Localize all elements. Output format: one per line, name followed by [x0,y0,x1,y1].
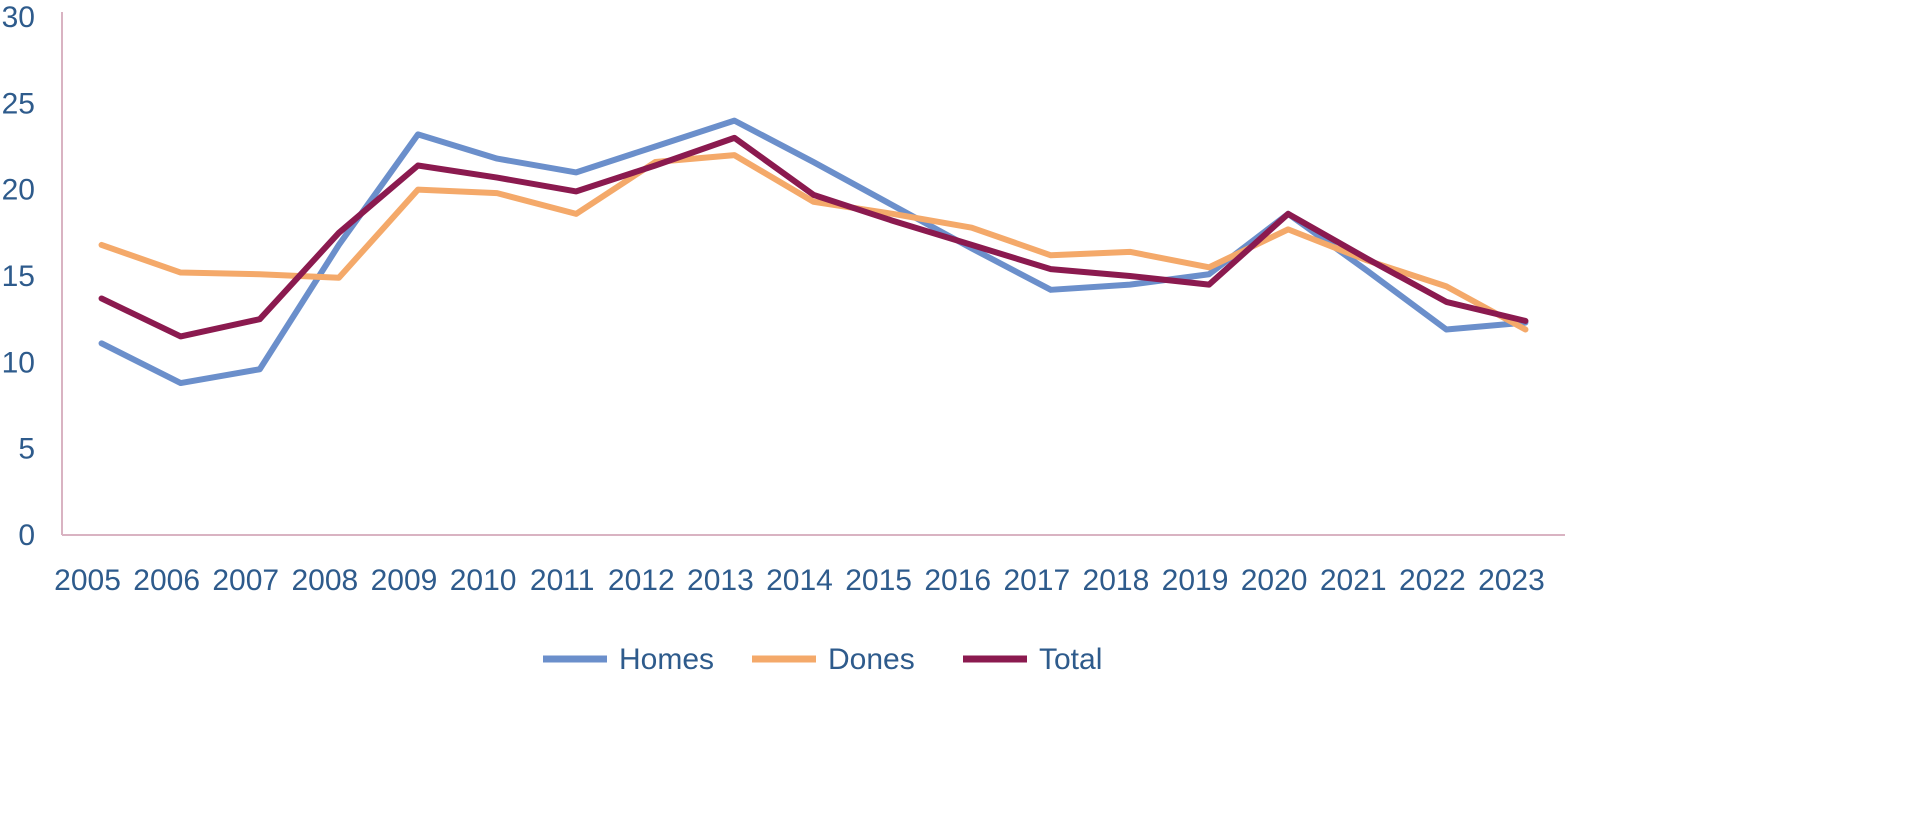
y-tick-label: 5 [18,433,35,466]
x-tick-label: 2013 [687,564,754,597]
x-tick-label: 2008 [291,564,358,597]
y-tick-label: 15 [2,260,35,293]
x-tick-label: 2017 [1003,564,1070,597]
legend-label-total: Total [1039,643,1102,676]
y-tick-label: 30 [2,1,35,34]
x-tick-label: 2014 [766,564,833,597]
x-tick-label: 2023 [1478,564,1545,597]
y-tick-label: 10 [2,346,35,379]
y-tick-label: 20 [2,174,35,207]
x-tick-label: 2007 [212,564,279,597]
series-line-dones [98,152,1529,333]
x-tick-label: 2015 [845,564,912,597]
series-line-total [98,134,1529,340]
x-tick-label: 2009 [371,564,438,597]
x-tick-label: 2021 [1320,564,1387,597]
x-tick-label: 2019 [1162,564,1229,597]
x-tick-label: 2006 [133,564,200,597]
x-tick-label: 2012 [608,564,675,597]
y-tick-label: 0 [18,519,35,552]
legend: Homes Dones Total [543,643,1102,676]
legend-label-homes: Homes [619,643,714,676]
y-tick-label: 25 [2,87,35,120]
legend-label-dones: Dones [828,643,915,676]
axes: 0 5 10 15 20 25 30 2005 2006 2007 2008 2009 2010 2011… [2,1,1565,597]
x-tick-label: 2011 [530,564,595,597]
series-line-homes [98,117,1529,387]
x-tick-label: 2010 [450,564,517,597]
x-tick-label: 2018 [1083,564,1150,597]
x-tick-label: 2016 [924,564,991,597]
x-tick-label: 2005 [54,564,121,597]
series-lines [98,117,1529,387]
x-tick-label: 2020 [1241,564,1308,597]
x-tick-label: 2022 [1399,564,1466,597]
